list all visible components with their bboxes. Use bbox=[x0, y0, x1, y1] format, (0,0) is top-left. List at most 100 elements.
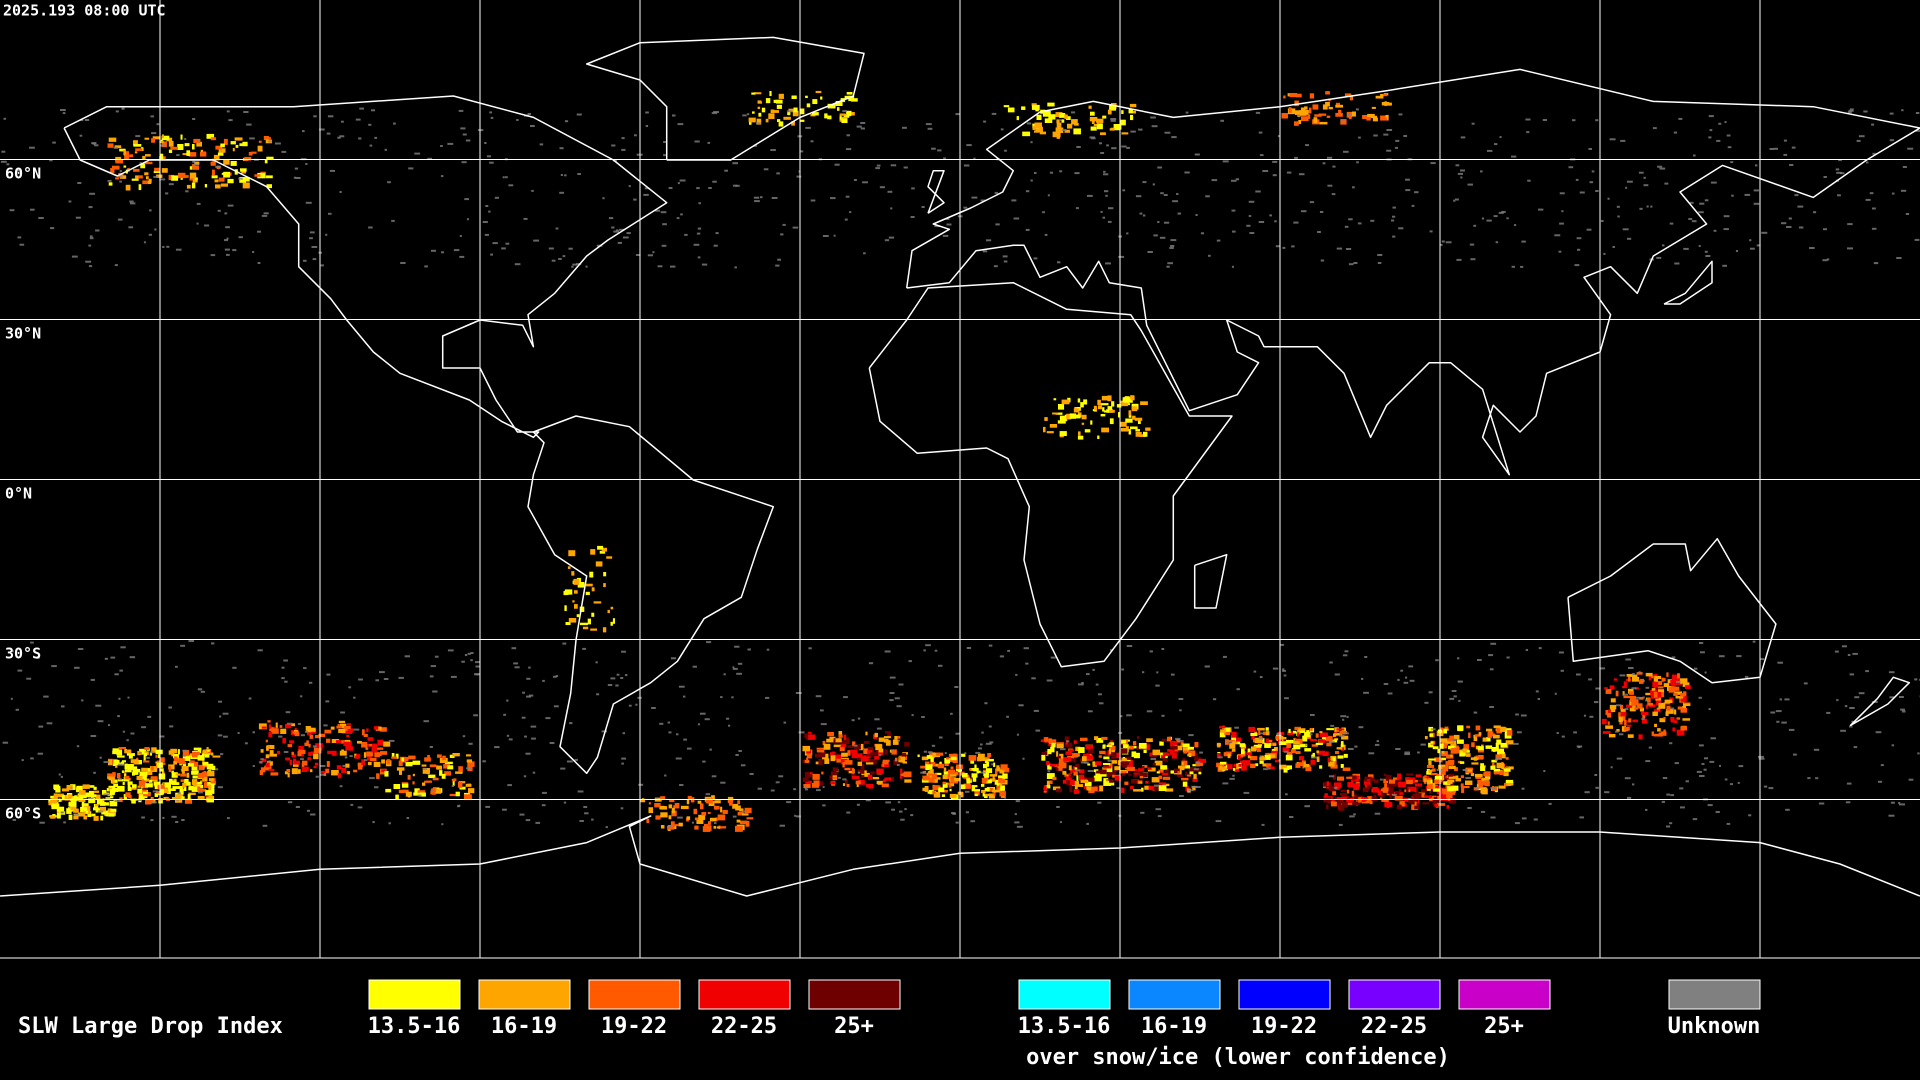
imagery-pixel bbox=[1363, 691, 1369, 694]
imagery-pixel bbox=[1071, 781, 1080, 786]
imagery-pixel bbox=[964, 752, 967, 755]
imagery-pixel bbox=[1351, 779, 1354, 784]
imagery-pixel bbox=[1744, 675, 1749, 678]
imagery-pixel bbox=[1453, 199, 1456, 202]
imagery-pixel bbox=[1259, 154, 1264, 157]
imagery-pixel bbox=[1070, 769, 1073, 775]
imagery-pixel bbox=[1443, 728, 1448, 734]
imagery-pixel bbox=[80, 119, 84, 122]
imagery-pixel bbox=[1374, 812, 1381, 815]
imagery-pixel bbox=[1398, 789, 1402, 794]
imagery-pixel bbox=[1119, 771, 1127, 774]
imagery-pixel bbox=[92, 142, 96, 145]
imagery-pixel bbox=[1194, 153, 1200, 156]
imagery-pixel bbox=[314, 762, 319, 766]
imagery-pixel bbox=[176, 154, 180, 157]
imagery-pixel bbox=[519, 813, 525, 816]
imagery-pixel bbox=[611, 144, 616, 147]
imagery-pixel bbox=[1866, 161, 1869, 164]
imagery-pixel bbox=[1126, 645, 1133, 647]
imagery-pixel bbox=[161, 168, 168, 173]
imagery-pixel bbox=[1284, 697, 1289, 700]
imagery-pixel bbox=[1015, 673, 1018, 676]
imagery-pixel bbox=[846, 784, 850, 787]
imagery-pixel bbox=[373, 726, 379, 730]
imagery-pixel bbox=[1089, 136, 1095, 139]
imagery-pixel bbox=[1823, 228, 1828, 231]
imagery-pixel bbox=[941, 794, 946, 797]
imagery-pixel bbox=[1604, 791, 1610, 794]
imagery-pixel bbox=[1261, 823, 1265, 826]
imagery-pixel bbox=[345, 746, 352, 751]
imagery-pixel bbox=[770, 789, 775, 792]
imagery-pixel bbox=[1092, 409, 1097, 412]
imagery-pixel bbox=[257, 230, 261, 233]
imagery-pixel bbox=[337, 136, 341, 139]
imagery-pixel bbox=[1679, 678, 1688, 684]
imagery-pixel bbox=[112, 772, 116, 777]
imagery-pixel bbox=[1128, 414, 1132, 418]
imagery-pixel bbox=[1658, 702, 1666, 709]
imagery-pixel bbox=[90, 735, 97, 737]
imagery-pixel bbox=[91, 813, 96, 817]
imagery-pixel bbox=[92, 794, 97, 798]
imagery-pixel bbox=[1300, 107, 1306, 114]
imagery-pixel bbox=[128, 226, 134, 229]
imagery-pixel bbox=[1189, 771, 1194, 775]
imagery-pixel bbox=[261, 214, 268, 217]
imagery-pixel bbox=[1594, 774, 1598, 776]
imagery-pixel bbox=[1447, 779, 1453, 784]
imagery-pixel bbox=[183, 754, 186, 757]
imagery-pixel bbox=[398, 676, 404, 679]
imagery-pixel bbox=[788, 108, 796, 112]
imagery-pixel bbox=[732, 815, 737, 818]
imagery-pixel bbox=[1016, 733, 1019, 736]
imagery-pixel bbox=[1634, 687, 1639, 690]
imagery-pixel bbox=[1761, 231, 1768, 234]
imagery-pixel bbox=[284, 771, 289, 775]
imagery-pixel bbox=[1653, 709, 1661, 713]
imagery-pixel bbox=[1429, 230, 1433, 233]
coastline bbox=[585, 36, 865, 161]
imagery-pixel bbox=[1484, 781, 1490, 787]
imagery-pixel bbox=[1063, 757, 1072, 762]
imagery-pixel bbox=[215, 184, 221, 189]
imagery-pixel bbox=[1776, 720, 1780, 723]
imagery-pixel bbox=[852, 741, 856, 746]
imagery-pixel bbox=[505, 176, 508, 179]
imagery-pixel bbox=[313, 115, 317, 118]
imagery-pixel bbox=[252, 251, 255, 253]
imagery-pixel bbox=[107, 179, 112, 182]
imagery-pixel bbox=[1719, 764, 1722, 767]
imagery-pixel bbox=[1124, 781, 1129, 785]
imagery-pixel bbox=[553, 705, 559, 708]
imagery-pixel bbox=[1177, 212, 1182, 215]
imagery-pixel bbox=[1158, 769, 1164, 773]
imagery-pixel bbox=[1429, 795, 1437, 802]
imagery-pixel bbox=[353, 728, 360, 731]
imagery-pixel bbox=[1674, 762, 1679, 765]
imagery-pixel bbox=[1538, 647, 1542, 650]
imagery-pixel bbox=[833, 744, 842, 748]
imagery-pixel bbox=[587, 618, 592, 625]
legend-swatch bbox=[1348, 979, 1441, 1010]
imagery-pixel bbox=[673, 805, 679, 809]
imagery-pixel bbox=[1462, 769, 1468, 771]
imagery-pixel bbox=[210, 137, 216, 141]
imagery-pixel bbox=[1006, 715, 1009, 718]
imagery-pixel bbox=[982, 250, 988, 253]
imagery-pixel bbox=[722, 810, 728, 814]
imagery-pixel bbox=[846, 110, 851, 114]
imagery-pixel bbox=[1445, 241, 1452, 244]
imagery-pixel bbox=[1457, 657, 1460, 660]
imagery-pixel bbox=[9, 209, 15, 212]
imagery-pixel bbox=[1640, 711, 1649, 716]
imagery-pixel bbox=[379, 727, 387, 732]
imagery-pixel bbox=[1053, 398, 1057, 401]
imagery-pixel bbox=[103, 793, 110, 796]
imagery-pixel bbox=[1560, 669, 1564, 672]
imagery-pixel bbox=[1304, 748, 1312, 752]
imagery-pixel bbox=[1723, 215, 1730, 218]
imagery-pixel bbox=[1377, 262, 1382, 264]
imagery-pixel bbox=[1480, 766, 1486, 772]
